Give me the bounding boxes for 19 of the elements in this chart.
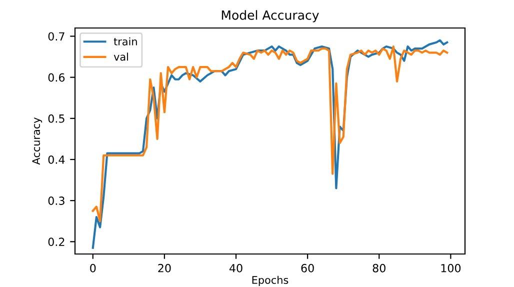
y-tick-label: 0.7 [48, 32, 64, 41]
y-tick-label: 0.5 [48, 114, 64, 123]
x-tick-label: 60 [301, 264, 314, 272]
y-tick-label: 0.3 [48, 196, 64, 205]
line-series [92, 45, 448, 222]
y-tick-label: 0.4 [48, 155, 65, 164]
x-axis-title: Epochs [252, 276, 288, 286]
x-tick-label: 40 [229, 264, 242, 272]
legend-label: val [114, 52, 128, 61]
x-tick-label: 100 [441, 264, 461, 272]
legend-label: train [114, 37, 137, 46]
y-axis-title: Accuracy [32, 118, 42, 165]
x-tick-label: 0 [90, 264, 96, 272]
chart-title: Model Accuracy [222, 10, 319, 22]
line-series [92, 39, 448, 249]
y-tick-label: 0.2 [48, 238, 64, 246]
x-tick-label: 20 [158, 264, 171, 272]
y-tick-label: 0.6 [48, 73, 65, 82]
x-tick-label: 80 [372, 264, 386, 272]
